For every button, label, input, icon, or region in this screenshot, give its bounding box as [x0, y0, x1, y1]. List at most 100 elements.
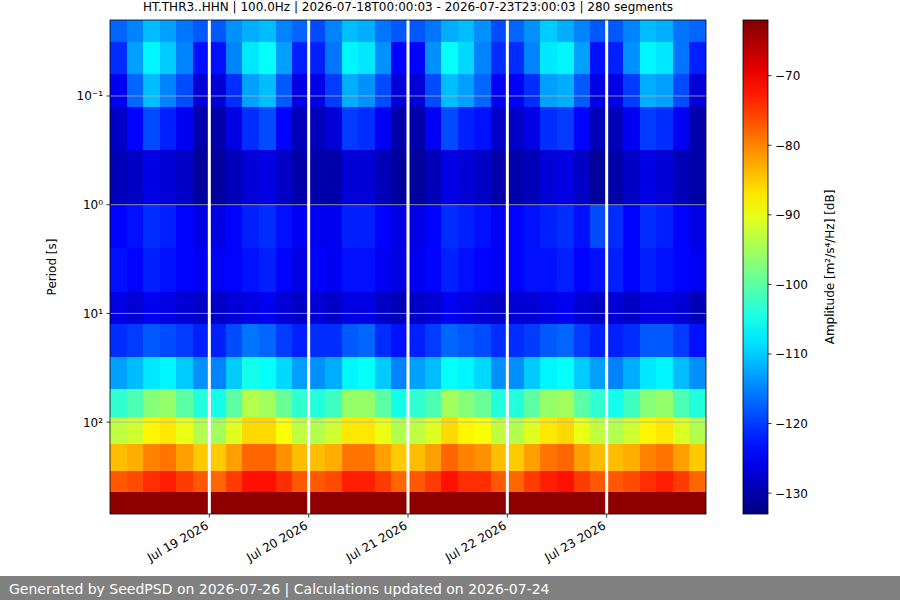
- cell: [491, 20, 508, 43]
- cell: [259, 417, 276, 445]
- cell: [623, 20, 640, 43]
- cell: [607, 248, 624, 292]
- cell: [375, 248, 392, 292]
- cell: [673, 20, 690, 43]
- cell: [143, 150, 160, 205]
- cell: [590, 444, 607, 472]
- cell: [358, 492, 375, 514]
- cell: [673, 107, 690, 151]
- cell: [673, 42, 690, 75]
- cell: [143, 417, 160, 445]
- cell: [209, 389, 226, 417]
- cell: [408, 324, 425, 357]
- cell: [375, 471, 392, 492]
- chart: 10⁻¹10⁰10¹10²Jul 19 2026Jul 20 2026Jul 2…: [0, 0, 900, 600]
- cell: [474, 324, 491, 357]
- cell: [524, 248, 541, 292]
- cell: [276, 107, 293, 151]
- cell: [425, 357, 442, 390]
- cell: [127, 444, 144, 472]
- cell: [209, 492, 226, 514]
- cell: [607, 417, 624, 445]
- y-tick: [107, 313, 111, 314]
- x-tick: [507, 514, 508, 518]
- cell: [325, 107, 342, 151]
- cell: [524, 492, 541, 514]
- cell: [143, 471, 160, 492]
- cell: [259, 357, 276, 390]
- cell: [375, 42, 392, 75]
- cell: [325, 492, 342, 514]
- cell: [292, 42, 309, 75]
- cell: [623, 205, 640, 249]
- cell: [209, 42, 226, 75]
- cell: [507, 74, 524, 107]
- cell: [259, 492, 276, 514]
- cell: [425, 444, 442, 472]
- cell: [325, 205, 342, 249]
- cell: [309, 492, 326, 514]
- cell: [242, 324, 259, 357]
- cell: [458, 20, 475, 43]
- cell: [656, 107, 673, 151]
- cell: [408, 42, 425, 75]
- cell: [590, 389, 607, 417]
- cell: [507, 324, 524, 357]
- cell: [607, 74, 624, 107]
- cell: [342, 150, 359, 205]
- cell: [209, 324, 226, 357]
- cell: [276, 417, 293, 445]
- cell: [507, 150, 524, 205]
- cell: [209, 20, 226, 43]
- cell: [557, 205, 574, 249]
- cell: [292, 74, 309, 107]
- cell: [540, 74, 557, 107]
- cell: [309, 444, 326, 472]
- cell: [292, 492, 309, 514]
- cell: [623, 248, 640, 292]
- cell: [656, 417, 673, 445]
- cell: [110, 492, 127, 514]
- cell: [574, 292, 591, 325]
- cell: [193, 389, 210, 417]
- cell: [391, 417, 408, 445]
- cell: [425, 492, 442, 514]
- cell: [574, 389, 591, 417]
- cell: [474, 205, 491, 249]
- x-tick: [308, 514, 309, 518]
- cell: [391, 248, 408, 292]
- cell: [160, 248, 177, 292]
- cell: [507, 389, 524, 417]
- cell: [408, 248, 425, 292]
- cell: [176, 444, 193, 472]
- cell: [160, 74, 177, 107]
- cell: [143, 42, 160, 75]
- cell: [557, 74, 574, 107]
- cell: [590, 20, 607, 43]
- cell: [607, 357, 624, 390]
- cell: [425, 471, 442, 492]
- cell: [342, 417, 359, 445]
- cell: [491, 471, 508, 492]
- cell: [673, 248, 690, 292]
- cell: [325, 74, 342, 107]
- cell: [375, 389, 392, 417]
- cell: [656, 292, 673, 325]
- cell: [607, 471, 624, 492]
- cell: [574, 444, 591, 472]
- cell: [193, 444, 210, 472]
- cell: [127, 324, 144, 357]
- cell: [176, 248, 193, 292]
- cell: [242, 292, 259, 325]
- cell: [143, 248, 160, 292]
- cell: [425, 74, 442, 107]
- cell: [590, 417, 607, 445]
- cell: [607, 389, 624, 417]
- cell: [160, 357, 177, 390]
- cell: [656, 248, 673, 292]
- cell: [110, 444, 127, 472]
- cell: [524, 74, 541, 107]
- cell: [540, 150, 557, 205]
- y-tick: [107, 204, 111, 205]
- cell: [656, 150, 673, 205]
